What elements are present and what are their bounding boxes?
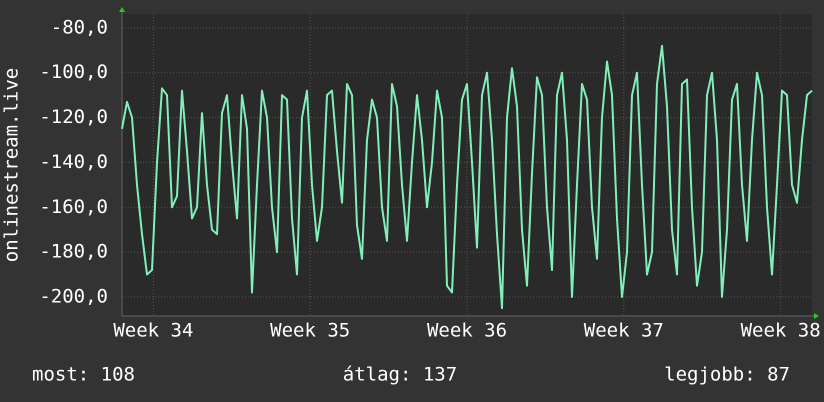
y-axis-label: onlinestream.live bbox=[1, 68, 23, 262]
x-tick-label: Week 34 bbox=[113, 320, 193, 342]
y-tick-label: -160,0 bbox=[39, 196, 108, 218]
axis-arrow bbox=[814, 313, 819, 319]
series-line bbox=[121, 44, 813, 310]
x-tick-label: Week 38 bbox=[741, 320, 821, 342]
x-tick-label: Week 36 bbox=[427, 320, 507, 342]
stat-current: most: 108 bbox=[32, 364, 135, 386]
y-tick-label: -200,0 bbox=[39, 285, 108, 307]
x-tick-label: Week 37 bbox=[584, 320, 664, 342]
y-tick-label: -80,0 bbox=[51, 16, 108, 38]
y-tick-label: -140,0 bbox=[39, 151, 108, 173]
y-tick-label: -180,0 bbox=[39, 241, 108, 263]
y-tick-label: -120,0 bbox=[39, 106, 108, 128]
y-tick-label: -100,0 bbox=[39, 61, 108, 83]
stat-best: legjobb: 87 bbox=[664, 364, 790, 386]
stat-average: átlag: 137 bbox=[343, 364, 457, 386]
x-tick-label: Week 35 bbox=[270, 320, 350, 342]
axis-arrow bbox=[119, 7, 125, 12]
